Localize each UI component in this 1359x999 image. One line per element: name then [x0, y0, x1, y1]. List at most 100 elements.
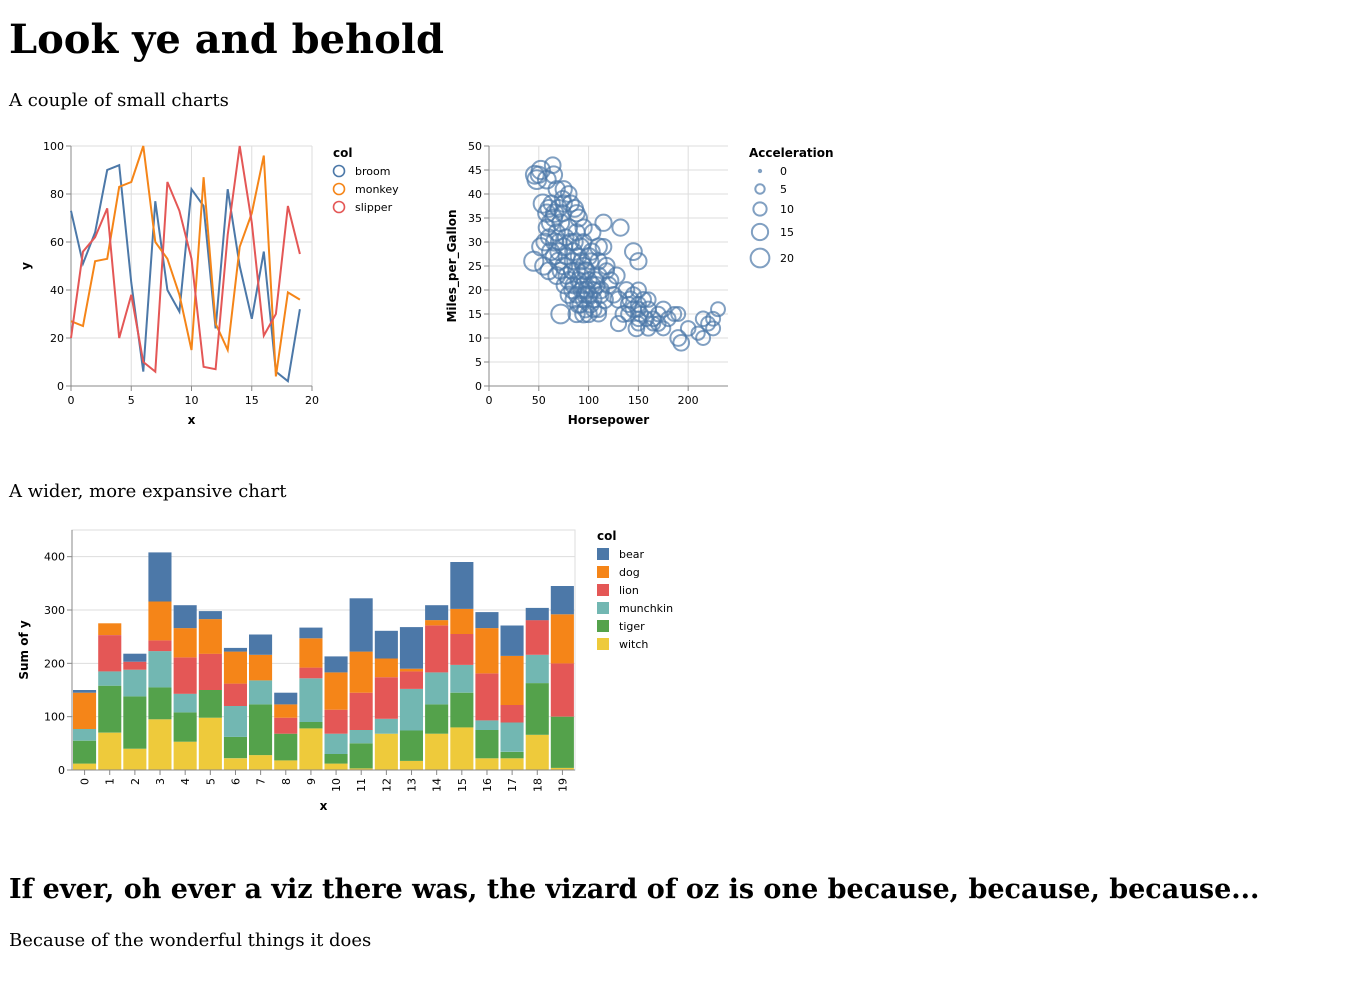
scatter-point: [575, 285, 594, 304]
legend-symbol-munchkin: [597, 602, 609, 614]
scatter-point: [581, 252, 600, 271]
scatter-point: [544, 247, 563, 266]
legend-title: col: [597, 529, 616, 543]
legend-symbol-slipper: [332, 200, 346, 214]
bar-segment-tiger: [299, 722, 323, 729]
scatter-point: [574, 304, 593, 324]
x-tick-label: 10: [185, 394, 199, 407]
bar-segment-tiger: [173, 712, 197, 742]
bar-segment-bear: [73, 690, 97, 693]
x-tick-label: 100: [578, 394, 599, 407]
legend-label: dog: [619, 566, 640, 579]
bar-segment-tiger: [550, 716, 574, 768]
y-tick-label: 200: [44, 657, 65, 670]
x-tick-label: 14: [431, 778, 444, 792]
bar-segment-witch: [450, 727, 474, 770]
bar-segment-bear: [525, 607, 549, 621]
x-tick-label: 200: [678, 394, 699, 407]
bar-segment-munchkin: [299, 678, 323, 722]
scatter-point: [669, 329, 688, 347]
scatter-point: [700, 315, 717, 332]
x-axis-title: Horsepower: [568, 413, 650, 427]
scatter-point: [537, 203, 557, 223]
bar-segment-witch: [223, 758, 247, 770]
bar-segment-bear: [475, 612, 499, 629]
bar-segment-bear: [274, 692, 298, 705]
scatter-point: [574, 218, 593, 237]
bar-segment-tiger: [249, 704, 273, 756]
bar-segment-lion: [374, 677, 398, 719]
bar-segment-lion: [173, 657, 197, 694]
bar-segment-bear: [399, 627, 423, 669]
scatter-point: [556, 228, 575, 247]
bar-segment-witch: [550, 767, 574, 770]
x-tick-label: 8: [280, 778, 293, 785]
bar-segment-witch: [249, 755, 273, 770]
bar-segment-tiger: [123, 696, 147, 749]
bar-segment-lion: [475, 673, 499, 721]
bar-segment-dog: [399, 668, 423, 672]
scatter-point: [571, 295, 590, 314]
x-tick-label: 9: [305, 778, 318, 785]
x-tick-label: 16: [481, 778, 494, 792]
bar-segment-munchkin: [223, 706, 247, 737]
section-heading: If ever, oh ever a viz there was, the vi…: [9, 874, 1260, 905]
legend-symbol-dog: [597, 566, 609, 578]
bar-segment-bear: [148, 552, 172, 602]
y-tick-label: 30: [468, 236, 482, 249]
scatter-point: [705, 320, 722, 337]
bar-segment-dog: [550, 614, 574, 664]
bar-segment-lion: [550, 663, 574, 717]
scatter-point: [565, 232, 584, 252]
bar-segment-tiger: [274, 733, 298, 761]
scatter-point: [554, 180, 573, 199]
legend-label: munchkin: [619, 602, 673, 615]
x-tick-label: 4: [179, 778, 192, 785]
bar-segment-tiger: [399, 730, 423, 761]
bar-segment-dog: [274, 704, 298, 718]
x-tick-label: 0: [79, 778, 92, 785]
bar-segment-munchkin: [525, 654, 549, 684]
legend-symbol-bear: [597, 548, 609, 560]
legend-size-symbol: [757, 168, 763, 174]
bar-segment-tiger: [223, 736, 247, 759]
scatter-point: [597, 262, 616, 280]
x-tick-label: 5: [204, 778, 217, 785]
intro-text: A couple of small charts: [9, 90, 229, 111]
scatter-point: [690, 325, 706, 341]
bar-segment-dog: [500, 655, 524, 705]
legend-label: 5: [780, 183, 787, 196]
scatter-point: [679, 320, 697, 337]
x-tick-label: 0: [68, 394, 75, 407]
bar-segment-lion: [324, 709, 348, 734]
bar-segment-munchkin: [148, 651, 172, 688]
legend-label: lion: [619, 584, 639, 597]
bar-segment-munchkin: [399, 688, 423, 731]
x-tick-label: 50: [532, 394, 546, 407]
bar-segment-dog: [374, 658, 398, 678]
series-line-monkey: [70, 145, 301, 377]
scatter-point: [611, 218, 630, 237]
bar-segment-tiger: [148, 687, 172, 720]
scatter-point: [694, 310, 712, 328]
bar-segment-bear: [198, 611, 222, 620]
scatter-point: [584, 300, 603, 319]
x-tick-label: 20: [305, 394, 319, 407]
x-tick-label: 6: [229, 778, 242, 785]
scatter-point: [650, 305, 667, 323]
bar-segment-bear: [550, 586, 574, 615]
scatter-point: [586, 271, 605, 290]
bar-segment-lion: [98, 635, 122, 672]
bar-segment-lion: [500, 704, 524, 723]
bar-segment-witch: [374, 733, 398, 770]
y-tick-label: 60: [50, 236, 64, 249]
scatter-point: [567, 304, 586, 324]
scatter-point: [540, 212, 561, 233]
bar-segment-tiger: [73, 740, 97, 764]
y-tick-label: 100: [44, 711, 65, 724]
bar-segment-lion: [198, 653, 222, 690]
scatter-point: [569, 208, 588, 228]
bar-segment-dog: [223, 651, 247, 684]
x-tick-label: 7: [255, 778, 268, 785]
